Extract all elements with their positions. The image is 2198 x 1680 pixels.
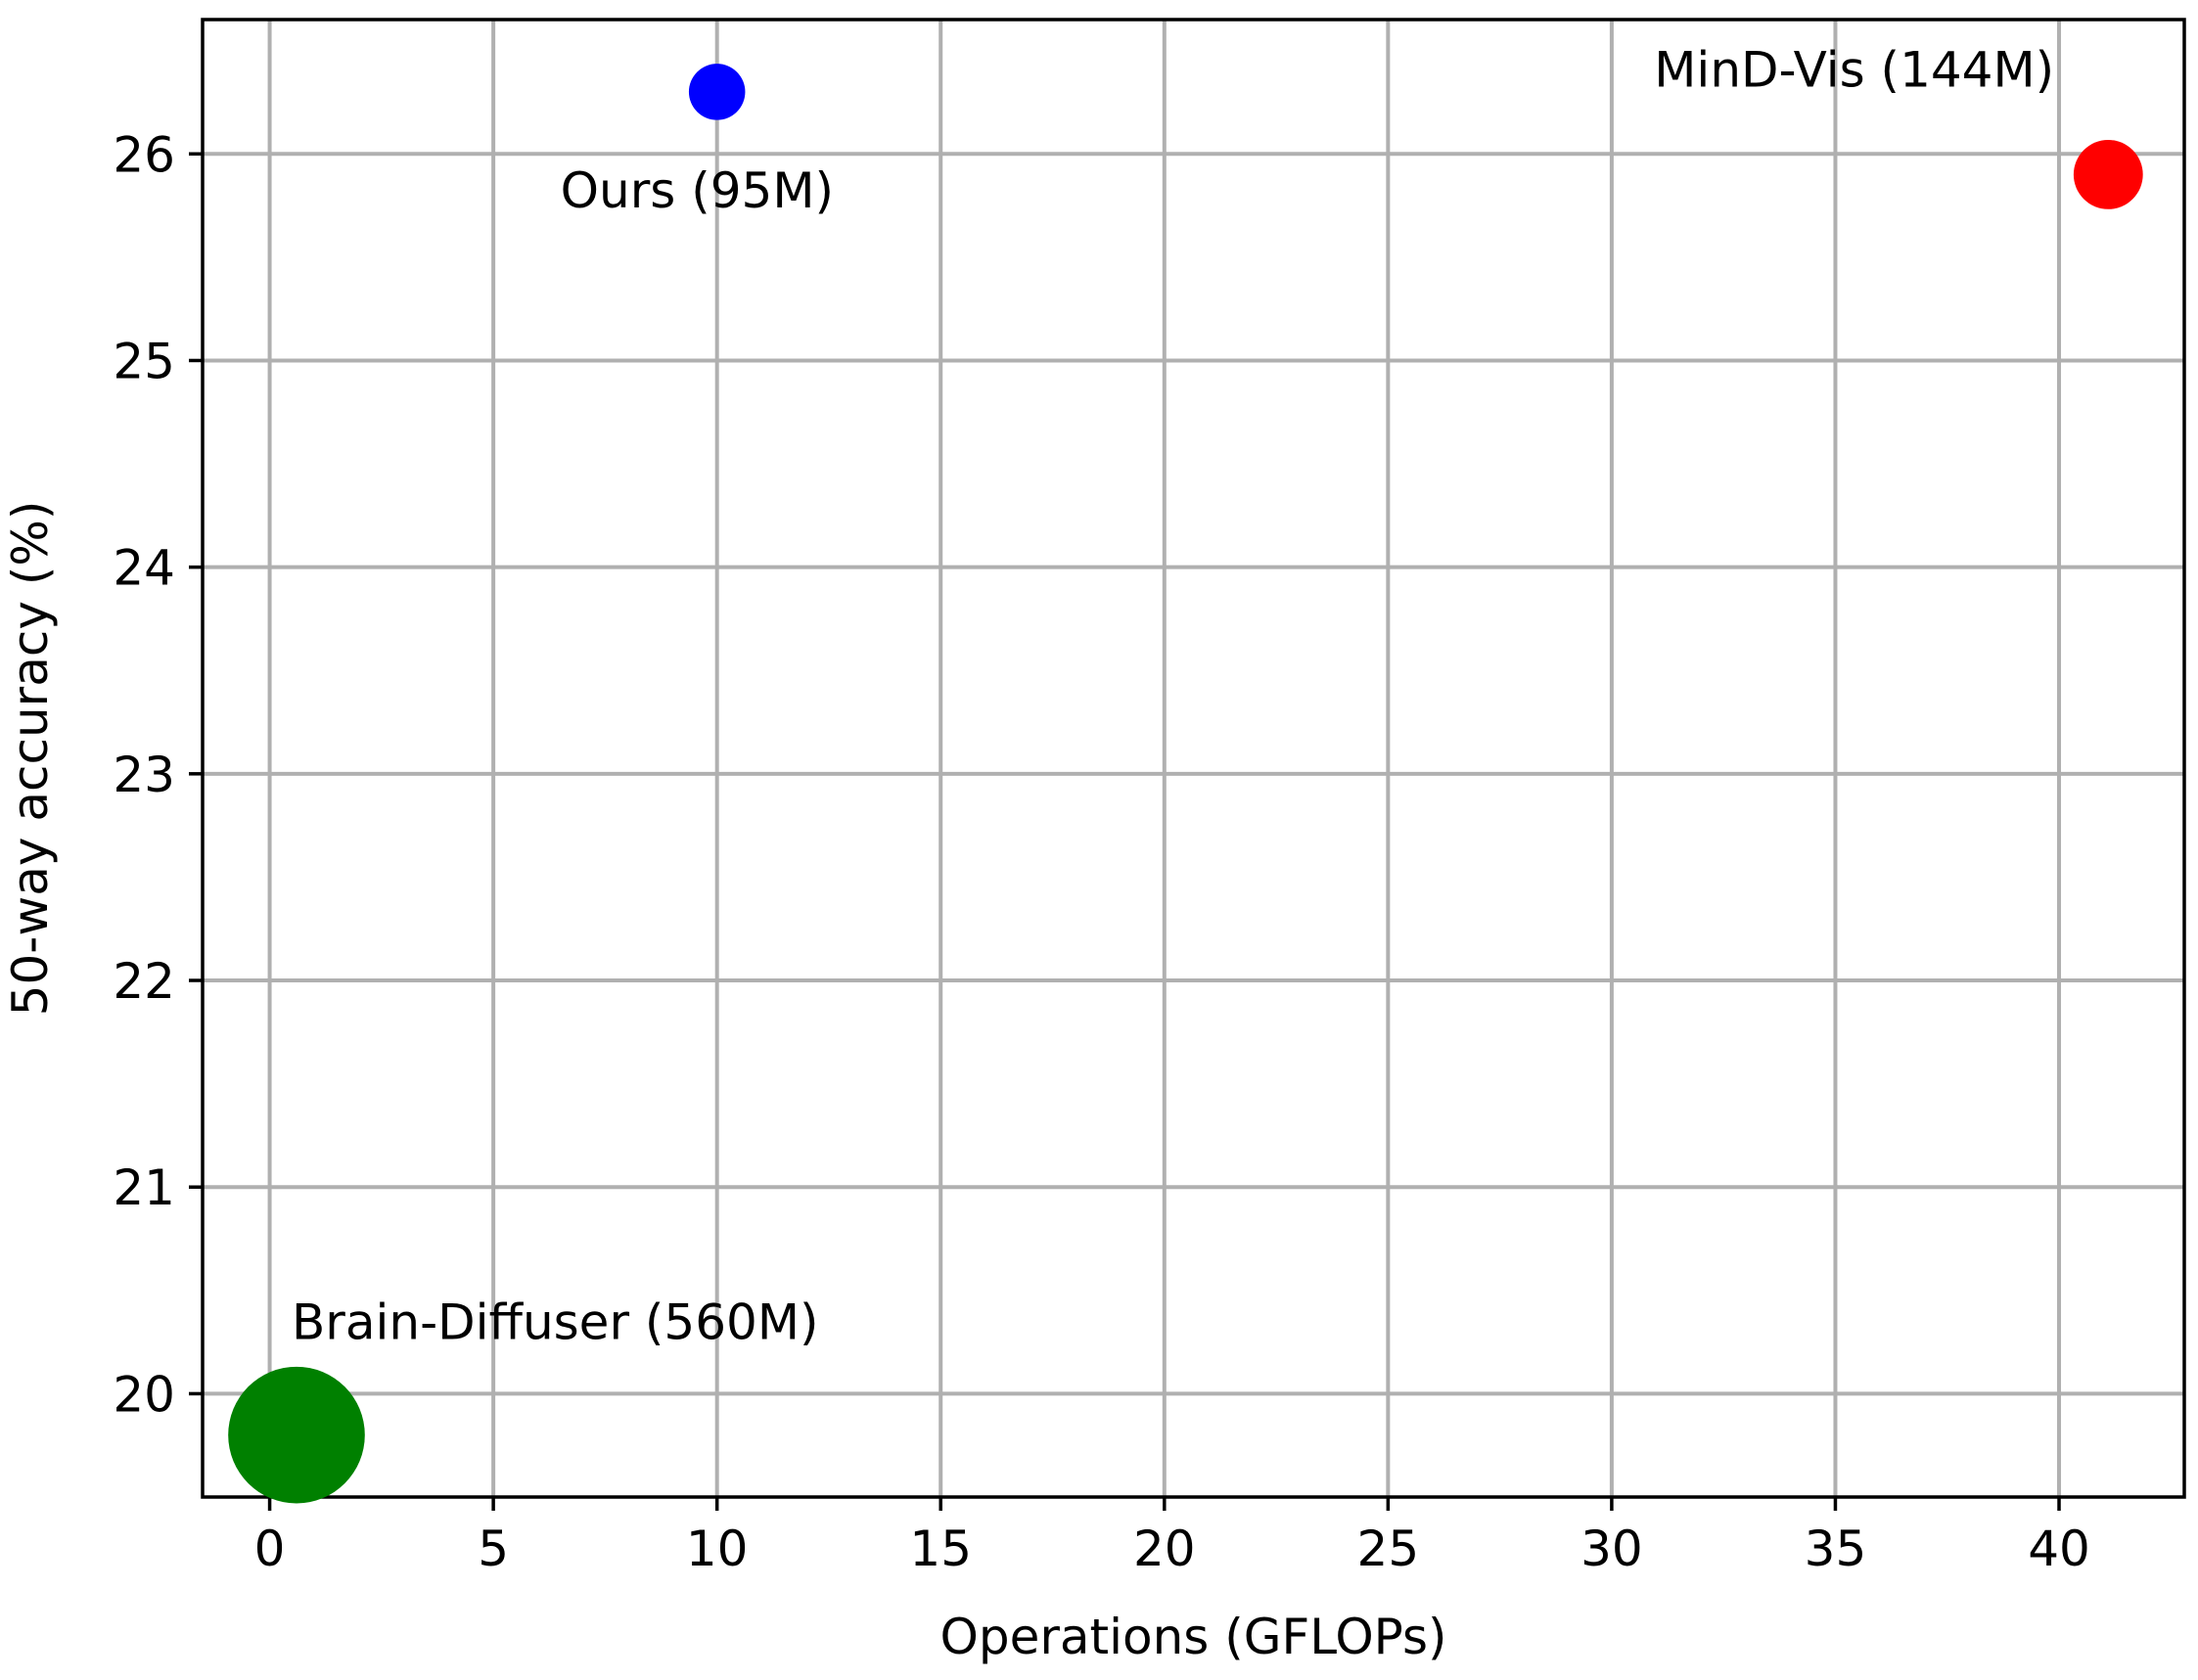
x-tick-label: 5 — [478, 1521, 509, 1577]
y-tick-label: 26 — [113, 126, 175, 183]
x-tick-label: 25 — [1357, 1521, 1420, 1577]
x-axis-ticks: 0 5 10 15 20 25 30 35 40 — [254, 1497, 2090, 1577]
data-point-label: Ours (95M) — [561, 162, 834, 219]
y-tick-label: 24 — [113, 540, 175, 597]
data-point-label: MinD-Vis (144M) — [1654, 41, 2054, 98]
y-tick-label: 21 — [113, 1159, 175, 1216]
data-point — [2073, 139, 2143, 209]
x-tick-label: 15 — [909, 1521, 972, 1577]
data-point-label: Brain-Diffuser (560M) — [292, 1294, 819, 1351]
x-tick-label: 40 — [2028, 1521, 2090, 1577]
data-point-labels: Ours (95M) MinD-Vis (144M) Brain-Diffuser … — [292, 41, 2054, 1350]
x-tick-label: 0 — [254, 1521, 286, 1577]
x-tick-label: 10 — [686, 1521, 749, 1577]
y-axis-label: 50-way accuracy (%) — [2, 501, 59, 1017]
data-points — [228, 64, 2143, 1504]
x-tick-label: 30 — [1580, 1521, 1643, 1577]
x-tick-label: 35 — [1805, 1521, 1867, 1577]
y-tick-label: 20 — [113, 1366, 175, 1423]
y-axis-ticks: 20 21 22 23 24 25 26 — [113, 126, 203, 1423]
y-tick-label: 22 — [113, 953, 175, 1010]
data-point — [688, 64, 746, 120]
x-tick-label: 20 — [1133, 1521, 1196, 1577]
plot-frame — [201, 18, 2186, 1499]
data-point — [228, 1366, 365, 1504]
y-tick-label: 23 — [113, 747, 175, 803]
x-axis-label: Operations (GFLOPs) — [939, 1609, 1446, 1665]
grid-layer — [203, 20, 2184, 1497]
y-tick-label: 25 — [113, 333, 175, 389]
